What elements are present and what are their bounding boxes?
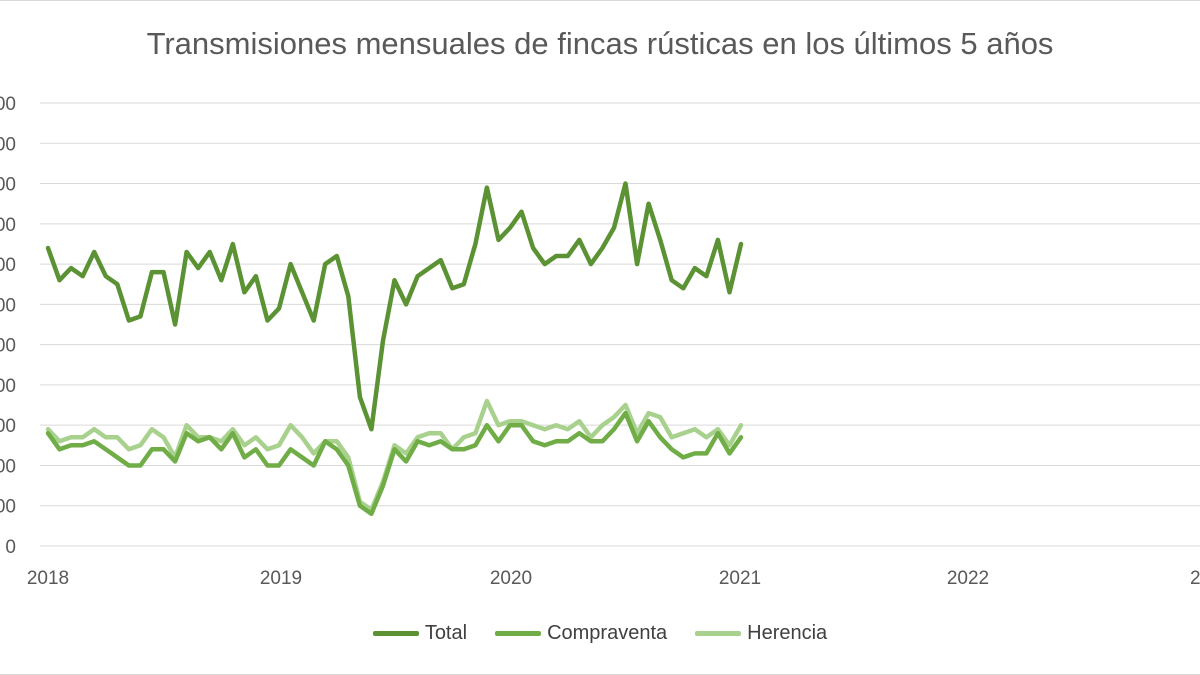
series-line-total [45,181,744,432]
y-tick-label: 00 [0,255,16,276]
x-tick-label: 2022 [947,568,989,589]
legend-label-herencia: Herencia [747,622,828,644]
y-tick-label: 00 [0,295,16,316]
y-tick-label: 00 [0,416,16,437]
legend: Total Compraventa Herencia [0,622,1200,645]
x-tick-label: 20 [1190,568,1200,589]
y-tick-label: 0 [5,537,16,558]
series-line-herencia [45,398,744,513]
x-tick-label: 2021 [719,568,761,589]
legend-swatch-herencia [695,631,742,636]
y-tick-label: 00 [0,376,16,397]
y-tick-label: 00 [0,497,16,518]
series-line-compraventa [45,410,744,517]
legend-swatch-total [372,631,419,636]
x-tick-label: 2019 [260,568,302,589]
x-tick-label: 2020 [490,568,532,589]
top-border [0,0,1200,1]
legend-label-compraventa: Compraventa [547,622,668,644]
y-tick-label: 00 [0,215,16,236]
chart-title: Transmisiones mensuales de fincas rústic… [146,26,1054,61]
x-tick-label: 2018 [27,568,69,589]
legend-swatch-compraventa [495,631,542,636]
y-tick-label: 00 [0,134,16,155]
legend-label-total: Total [424,622,468,644]
y-tick-label: 00 [0,336,16,357]
y-tick-label: 00 [0,94,16,115]
y-tick-label: 00 [0,456,16,477]
y-tick-label: 00 [0,175,16,196]
legend-item-herencia[interactable]: Herencia [695,622,827,645]
legend-item-total[interactable]: Total [372,622,468,645]
legend-item-compraventa[interactable]: Compraventa [495,622,667,645]
